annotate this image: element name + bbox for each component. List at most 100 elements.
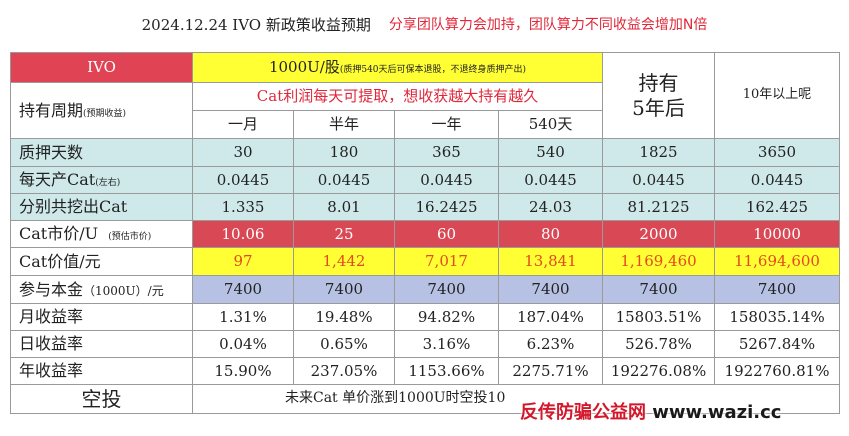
value-cell: 97	[192, 247, 294, 276]
row-label: 参与本金（1000U）/元	[10, 275, 193, 304]
value-cell: 81.2125	[602, 193, 716, 221]
value-cell: 192276.08%	[602, 357, 716, 385]
row-cat-price: Cat市价/U (预估市价) 10.06 25 60 80 2000 10000	[10, 220, 841, 248]
price-note: (质押540天后可保本退股，不退终身质押产出)	[339, 65, 527, 76]
row-label-text: 每天产Cat	[19, 170, 96, 190]
holding-period-text: 持有周期	[19, 100, 84, 120]
holding-period-label: 持有周期(预期收益)	[10, 82, 193, 139]
value-cell: 10.06	[192, 220, 294, 248]
row-principal: 参与本金（1000U）/元 7400 7400 7400 7400 7400 7…	[10, 275, 841, 304]
value-cell: 25	[293, 220, 395, 248]
value-cell: 526.78%	[602, 330, 716, 358]
value-cell: 19.48%	[293, 303, 395, 331]
value-cell: 237.05%	[293, 357, 395, 385]
value-cell: 2275.71%	[497, 357, 604, 385]
period-cell: 540天	[497, 110, 604, 139]
hold-5-years-header: 持有 5年后	[602, 52, 716, 139]
holding-period-note: (预期收益)	[83, 108, 127, 119]
row-label: 月收益率	[10, 303, 193, 331]
title-bar: 2024.12.24 IVO 新政策收益预期 分享团队算力会加持，团队算力不同收…	[0, 0, 849, 48]
value-cell: 0.0445	[394, 166, 499, 194]
watermark-url: www.wazi.cc	[652, 402, 782, 423]
value-cell: 24.03	[497, 193, 604, 221]
row-monthly-return: 月收益率 1.31% 19.48% 94.82% 187.04% 15803.5…	[10, 303, 841, 331]
value-cell: 7400	[714, 275, 841, 304]
value-cell: 60	[394, 220, 499, 248]
watermark: 反传防骗公益网 www.wazi.cc	[520, 398, 781, 424]
period-cell: 一月	[192, 110, 294, 139]
value-cell: 1,442	[293, 247, 395, 276]
value-cell: 1153.66%	[394, 357, 499, 385]
row-label: 每天产Cat(左右)	[10, 166, 193, 194]
row-label-text: 参与本金	[19, 279, 84, 299]
value-cell: 7400	[192, 275, 294, 304]
page-title: 2024.12.24 IVO 新政策收益预期	[141, 15, 371, 34]
value-cell: 7,017	[394, 247, 499, 276]
value-cell: 15803.51%	[602, 303, 716, 331]
value-cell: 540	[497, 138, 604, 167]
ivo-header-cell: IVO	[10, 52, 193, 83]
value-cell: 0.65%	[293, 330, 395, 358]
row-daily-return: 日收益率 0.04% 0.65% 3.16% 6.23% 526.78% 526…	[10, 330, 841, 358]
value-cell: 0.04%	[192, 330, 294, 358]
value-cell: 7400	[497, 275, 604, 304]
row-label: Cat市价/U (预估市价)	[10, 220, 193, 248]
value-cell: 1922760.81%	[714, 357, 841, 385]
row-airdrop: 空投 未来Cat 单价涨到1000U时空投10	[10, 384, 841, 414]
value-cell: 0.0445	[714, 166, 841, 194]
watermark-text: 反传防骗公益网	[520, 402, 646, 423]
price-main: 1000U/股	[268, 58, 340, 77]
row-label-note: (左右)	[95, 178, 121, 189]
row-yearly-return: 年收益率 15.90% 237.05% 1153.66% 2275.71% 19…	[10, 357, 841, 385]
value-cell: 0.0445	[293, 166, 395, 194]
value-cell: 13,841	[497, 247, 604, 276]
value-cell: 365	[394, 138, 499, 167]
value-cell: 30	[192, 138, 294, 167]
value-cell: 10000	[714, 220, 841, 248]
value-cell: 2000	[602, 220, 716, 248]
row-daily-cat: 每天产Cat(左右) 0.0445 0.0445 0.0445 0.0445 0…	[10, 166, 841, 194]
value-cell: 0.0445	[192, 166, 294, 194]
value-cell: 15.90%	[192, 357, 294, 385]
value-cell: 8.01	[293, 193, 395, 221]
row-pledge-days: 质押天数 30 180 365 540 1825 3650	[10, 138, 841, 167]
value-cell: 6.23%	[497, 330, 604, 358]
income-table: IVO 1000U/股(质押540天后可保本退股，不退终身质押产出) 持有 5年…	[10, 52, 841, 414]
value-cell: 0.0445	[602, 166, 716, 194]
value-cell: 7400	[602, 275, 716, 304]
page-subtitle: 分享团队算力会加持，团队算力不同收益会增加N倍	[388, 17, 708, 33]
row-label: 质押天数	[10, 138, 193, 167]
value-cell: 158035.14%	[714, 303, 841, 331]
row-label: 日收益率	[10, 330, 193, 358]
value-cell: 1.335	[192, 193, 294, 221]
row-label-note: （1000U）/元	[83, 283, 164, 298]
row-label: Cat价值/元	[10, 247, 193, 276]
airdrop-text: 未来Cat 单价涨到1000U时空投10	[191, 384, 841, 414]
row-label: 分别共挖出Cat	[10, 193, 193, 221]
value-cell: 162.425	[714, 193, 841, 221]
value-cell: 5267.84%	[714, 330, 841, 358]
row-label-text: Cat市价/U	[19, 224, 99, 244]
price-header-cell: 1000U/股(质押540天后可保本退股，不退终身质押产出)	[191, 52, 604, 83]
value-cell: 94.82%	[394, 303, 499, 331]
row-label: 年收益率	[10, 357, 193, 385]
cat-note: Cat利润每天可提取，想收获越大持有越久	[191, 82, 604, 111]
value-cell: 80	[497, 220, 604, 248]
row-total-cat: 分别共挖出Cat 1.335 8.01 16.2425 24.03 81.212…	[10, 193, 841, 221]
value-cell: 7400	[394, 275, 499, 304]
period-cell: 半年	[293, 110, 395, 139]
value-cell: 0.0445	[497, 166, 604, 194]
value-cell: 187.04%	[497, 303, 604, 331]
value-cell: 1.31%	[192, 303, 294, 331]
value-cell: 1,169,460	[602, 247, 716, 276]
value-cell: 3650	[714, 138, 841, 167]
value-cell: 11,694,600	[714, 247, 841, 276]
row-label-note: (预估市价)	[108, 232, 152, 243]
value-cell: 16.2425	[394, 193, 499, 221]
value-cell: 1825	[602, 138, 716, 167]
value-cell: 7400	[293, 275, 395, 304]
row-cat-value: Cat价值/元 97 1,442 7,017 13,841 1,169,460 …	[10, 247, 841, 276]
period-cell: 一年	[394, 110, 499, 139]
value-cell: 180	[293, 138, 395, 167]
value-cell: 3.16%	[394, 330, 499, 358]
